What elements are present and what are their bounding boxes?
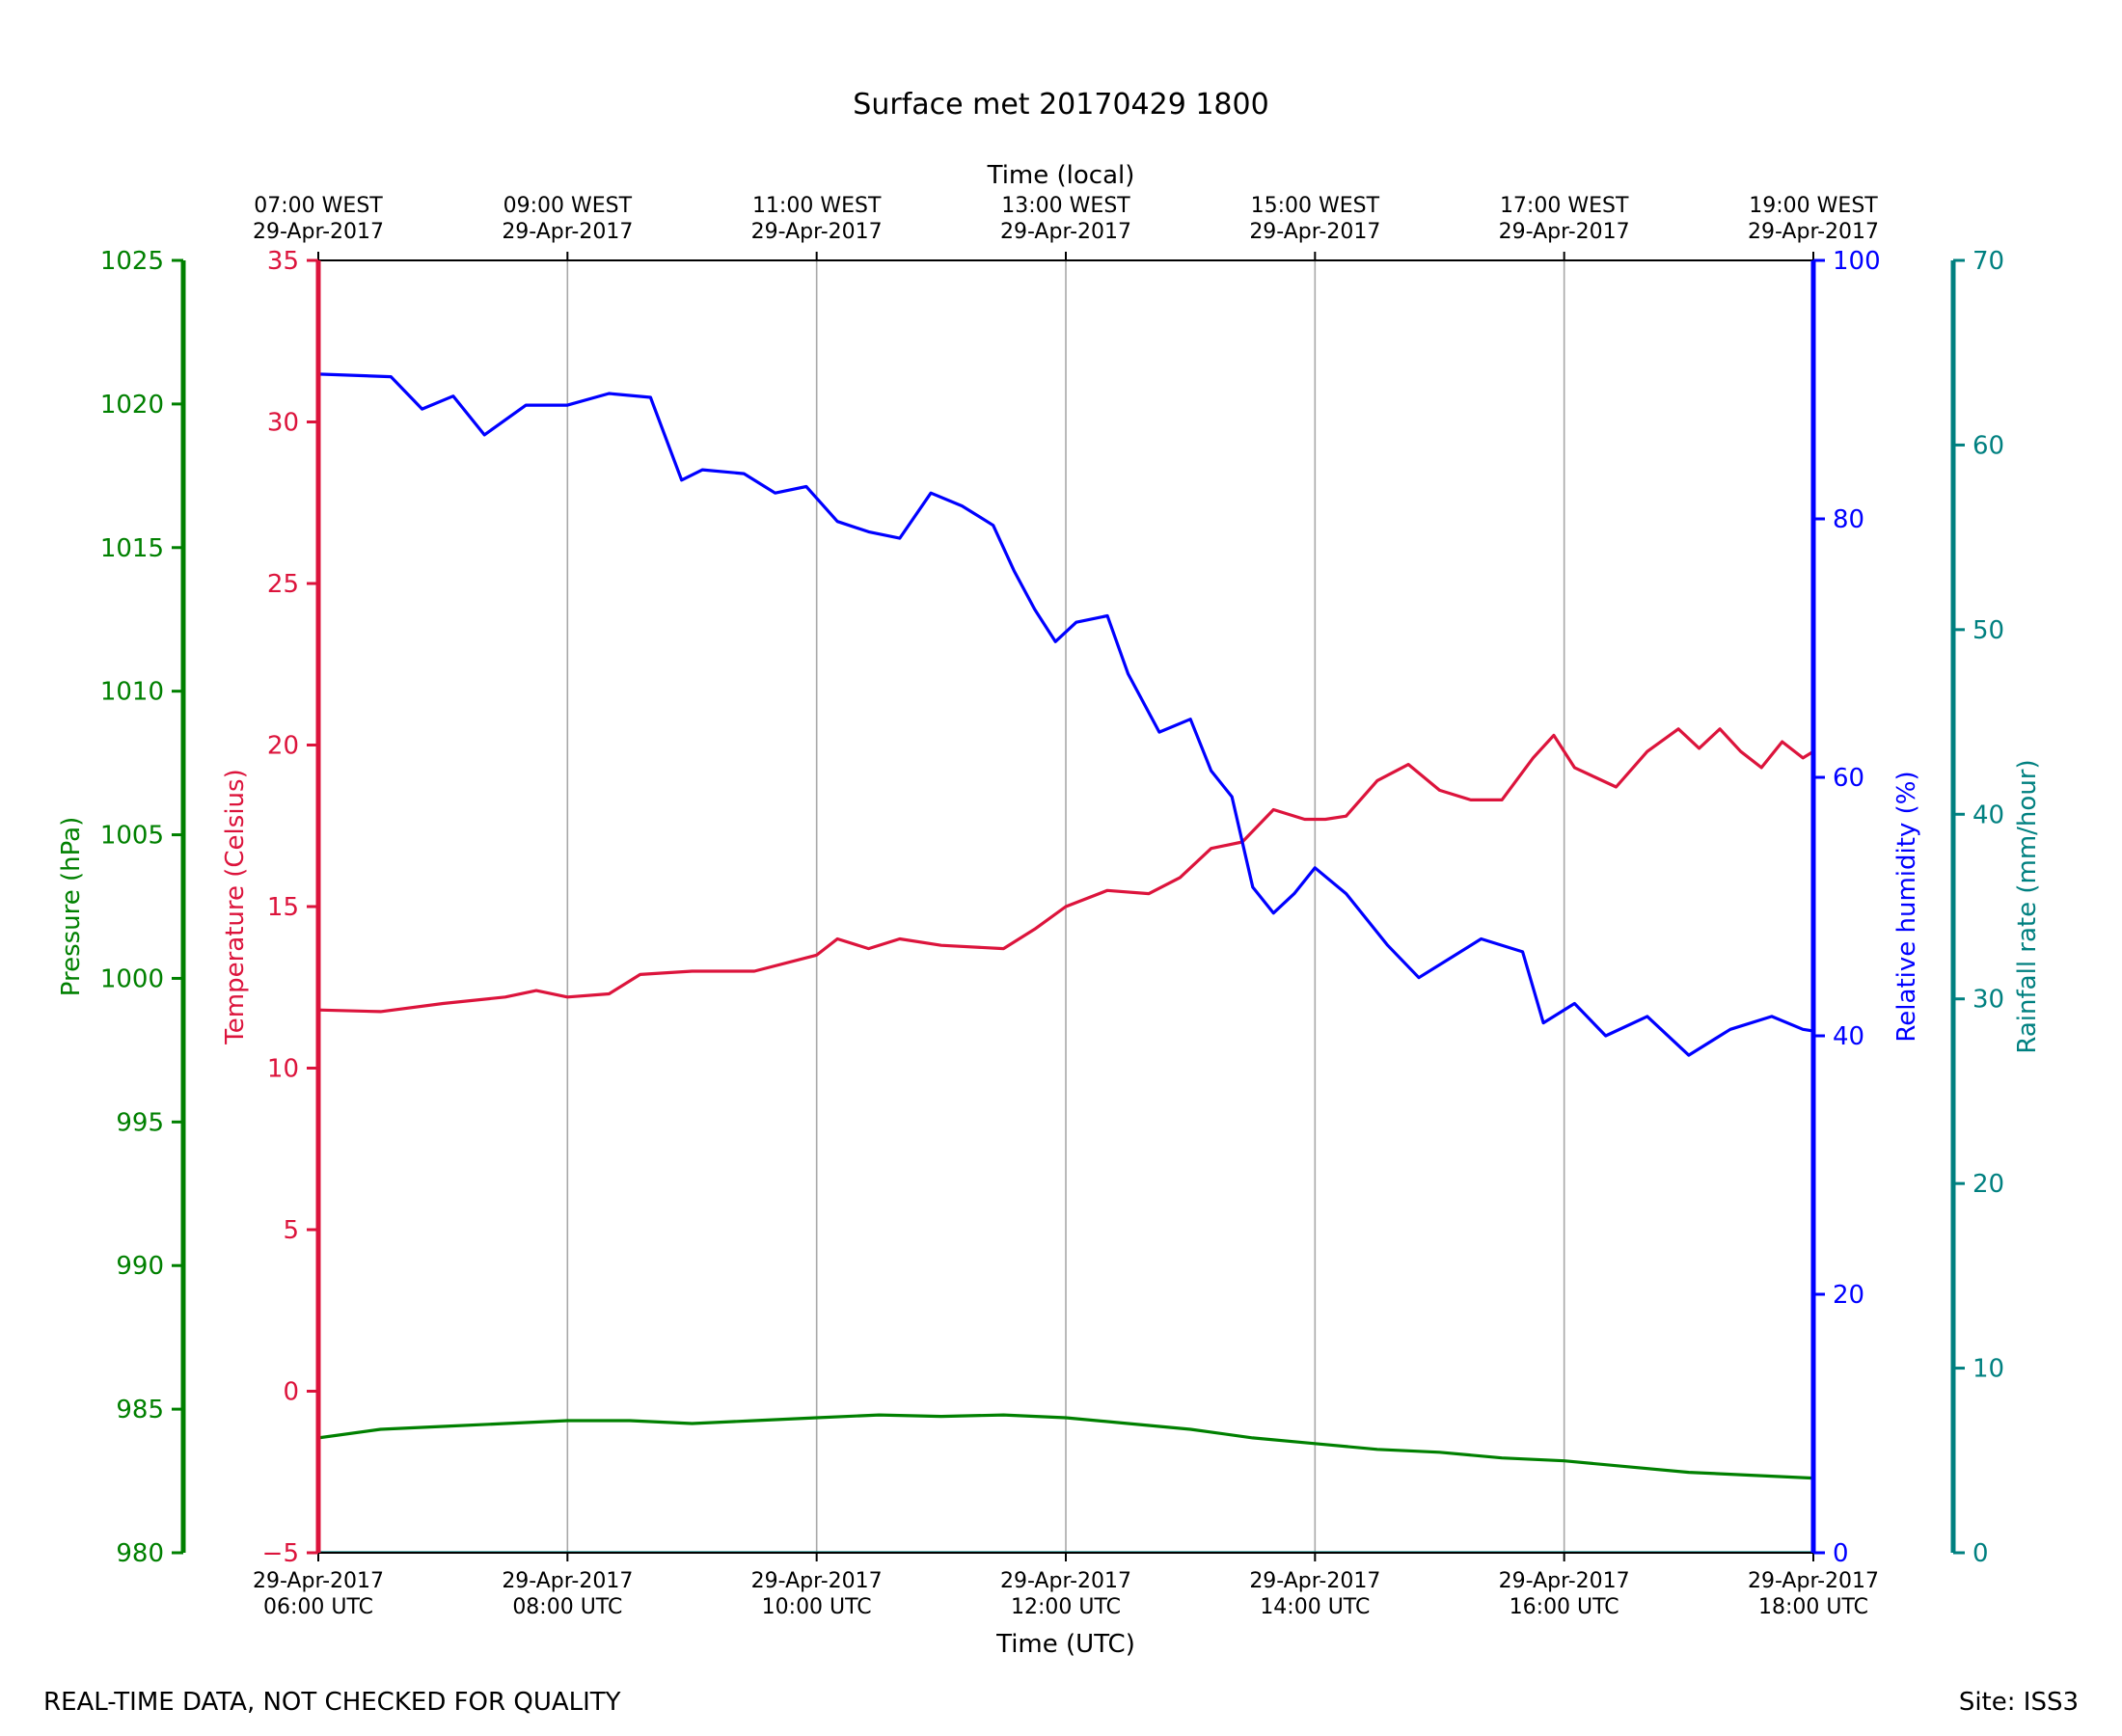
x-tick-time: 08:00 UTC: [512, 1595, 622, 1619]
x-tick-time: 12:00 UTC: [1011, 1595, 1121, 1619]
x-tick-date: 29-Apr-2017: [502, 1569, 633, 1593]
x-tick-date: 29-Apr-2017: [1000, 1569, 1131, 1593]
temperature-tick-label: 25: [267, 570, 299, 599]
top-tick-date: 29-Apr-2017: [253, 220, 384, 244]
pressure-tick-label: 1005: [100, 822, 164, 851]
pressure-tick-label: 980: [116, 1539, 164, 1568]
pressure-series-line: [318, 1413, 1813, 1480]
pressure-tick-label: 1010: [100, 678, 164, 707]
rainfall-tick-label: 0: [1972, 1539, 1989, 1568]
top-tick-time: 15:00 WEST: [1251, 194, 1380, 218]
top-axis-label: Time (local): [987, 161, 1135, 190]
temperature-tick-label: 20: [267, 732, 299, 761]
humidity-axis-label: Relative humidity (%): [1892, 771, 1921, 1042]
humidity-tick-label: 0: [1833, 1539, 1849, 1568]
humidity-axis: 0 20 40 60 80 100: [1810, 247, 1881, 1568]
humidity-tick-label: 60: [1833, 764, 1864, 793]
rainfall-tick-label: 40: [1972, 800, 2004, 829]
temperature-tick-label: 35: [267, 247, 299, 276]
pressure-tick-label: 1015: [100, 534, 164, 563]
top-tick-date: 29-Apr-2017: [1000, 220, 1131, 244]
humidity-series-line: [318, 372, 1813, 1057]
x-tick-time: 10:00 UTC: [762, 1595, 872, 1619]
pressure-tick-label: 1020: [100, 391, 164, 420]
temperature-tick-label: −5: [262, 1539, 299, 1568]
top-tick-date: 29-Apr-2017: [1748, 220, 1879, 244]
temperature-tick-label: 5: [283, 1216, 299, 1245]
top-tick-date: 29-Apr-2017: [751, 220, 883, 244]
temperature-tick-label: 30: [267, 409, 299, 438]
temperature-tick-label: 0: [283, 1378, 299, 1407]
x-tick-time: 06:00 UTC: [263, 1595, 373, 1619]
top-tick-time: 19:00 WEST: [1749, 194, 1878, 218]
rainfall-tick-label: 10: [1972, 1355, 2004, 1384]
rainfall-axis: 0 10 20 30 40 50 60 70: [1950, 247, 2004, 1568]
humidity-tick-label: 80: [1833, 505, 1864, 534]
x-tick-date: 29-Apr-2017: [1249, 1569, 1380, 1593]
pressure-tick-label: 1000: [100, 964, 164, 993]
chart-title: Surface met 20170429 1800: [853, 88, 1268, 122]
bottom-axis-label: Time (UTC): [995, 1630, 1135, 1659]
x-tick-time: 14:00 UTC: [1260, 1595, 1370, 1619]
x-tick-time: 18:00 UTC: [1758, 1595, 1868, 1619]
top-tick-time: 11:00 WEST: [752, 194, 882, 218]
humidity-tick-label: 20: [1833, 1281, 1864, 1310]
plot-series: [318, 372, 1813, 1553]
rainfall-axis-label: Rainfall rate (mm/hour): [2013, 759, 2042, 1053]
rainfall-tick-label: 50: [1972, 616, 2004, 645]
pressure-tick-label: 1025: [100, 247, 164, 276]
x-tick-date: 29-Apr-2017: [253, 1569, 384, 1593]
x-tick-time: 16:00 UTC: [1510, 1595, 1619, 1619]
temperature-tick-label: 10: [267, 1055, 299, 1084]
x-tick-date: 29-Apr-2017: [1499, 1569, 1630, 1593]
top-tick-date: 29-Apr-2017: [1249, 220, 1380, 244]
site-label: Site: ISS3: [1959, 1688, 2079, 1717]
top-tick-time: 07:00 WEST: [254, 194, 383, 218]
rainfall-tick-label: 30: [1972, 986, 2004, 1015]
pressure-axis: 980 985 990 995 1000 1005 1010 1015 1020 1025: [100, 247, 186, 1568]
top-tick-time: 13:00 WEST: [1001, 194, 1130, 218]
top-tick-date: 29-Apr-2017: [1499, 220, 1630, 244]
humidity-tick-label: 40: [1833, 1022, 1864, 1051]
x-tick-date: 29-Apr-2017: [1748, 1569, 1879, 1593]
pressure-tick-label: 990: [116, 1252, 164, 1281]
temperature-axis-label: Temperature (Celsius): [221, 769, 250, 1044]
pressure-tick-label: 985: [116, 1396, 164, 1424]
rainfall-tick-label: 20: [1972, 1170, 2004, 1199]
rainfall-tick-label: 70: [1972, 247, 2004, 276]
humidity-tick-label: 100: [1833, 247, 1881, 276]
top-tick-date: 29-Apr-2017: [502, 220, 633, 244]
top-tick-time: 17:00 WEST: [1500, 194, 1629, 218]
pressure-axis-label: Pressure (hPa): [57, 817, 86, 997]
temperature-series-line: [318, 727, 1813, 1014]
pressure-tick-label: 995: [116, 1108, 164, 1137]
top-tick-time: 09:00 WEST: [503, 194, 633, 218]
temperature-axis: −5 0 5 10 15 20 25 30 35: [262, 247, 321, 1568]
rainfall-tick-label: 60: [1972, 431, 2004, 460]
temperature-tick-label: 15: [267, 893, 299, 922]
quality-note: REAL-TIME DATA, NOT CHECKED FOR QUALITY: [43, 1688, 621, 1717]
x-tick-date: 29-Apr-2017: [751, 1569, 883, 1593]
